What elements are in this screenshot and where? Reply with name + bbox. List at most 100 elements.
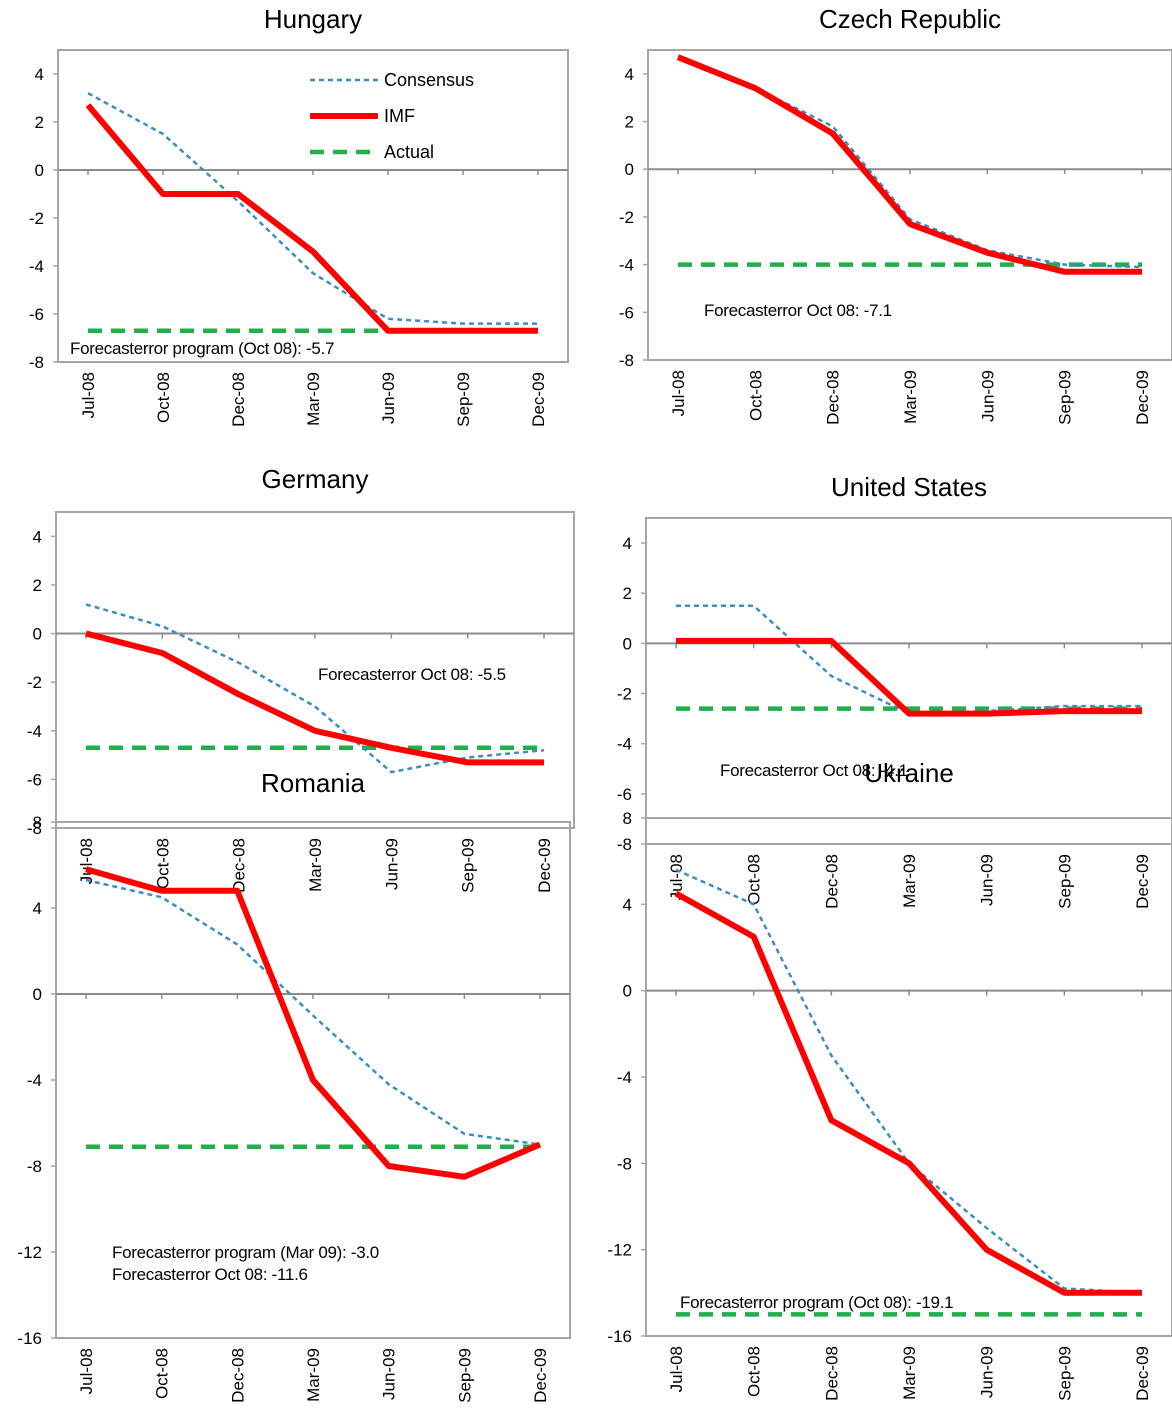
y-tick-label: -4 — [617, 735, 632, 754]
series-line-imf — [85, 866, 542, 1180]
x-tick-label: Sep-09 — [1055, 1346, 1074, 1401]
x-tick-label: Jul-08 — [77, 1348, 96, 1394]
x-tick-label: Dec-09 — [1133, 370, 1152, 425]
annotation: Forecasterror Oct 08: -4.1 — [720, 761, 908, 780]
x-tick-label: Mar-09 — [900, 854, 919, 908]
x-tick-label: Oct-08 — [745, 854, 764, 905]
series-line-imf — [674, 890, 1142, 1296]
chart-panel-germany: Germany 4 2 0 -2 -4 -6 -8 Jul-08 Oct-08 Dec-08 Mar-… — [27, 464, 575, 893]
y-tick-label: -4 — [617, 1068, 632, 1087]
plot-frame — [647, 49, 1172, 361]
y-tick-label: 0 — [33, 625, 42, 644]
y-tick-label: -8 — [617, 1154, 632, 1173]
x-tick-label: Sep-09 — [455, 1348, 474, 1403]
x-tick-label: Oct-08 — [153, 838, 172, 889]
y-tick-label: 4 — [623, 895, 632, 914]
series-line-consensus — [85, 603, 545, 774]
legend-label-actual: Actual — [384, 142, 434, 162]
y-tick-label: -4 — [619, 256, 634, 275]
x-tick-label: Jun-09 — [978, 854, 997, 906]
series-line-consensus — [676, 604, 1142, 715]
annotation: Forecasterror program (Oct 08): -19.1 — [680, 1293, 953, 1312]
y-tick-label: 2 — [35, 113, 44, 132]
x-tick-label: Dec-09 — [531, 1348, 550, 1403]
y-tick-label: 2 — [33, 576, 42, 595]
legend-label-consensus: Consensus — [384, 70, 474, 90]
series-line-imf — [85, 630, 544, 766]
x-tick-label: Dec-09 — [535, 838, 554, 893]
x-tick-label: Oct-08 — [745, 1346, 764, 1397]
x-tick-label: Dec-08 — [228, 1348, 247, 1403]
x-tick-label: Jul-08 — [79, 372, 98, 418]
annotation: Forecasterror Oct 08: -7.1 — [704, 301, 892, 320]
chart-title: Hungary — [264, 4, 362, 34]
series-line-imf — [676, 54, 1142, 275]
x-tick-label: Jun-09 — [380, 1348, 399, 1400]
x-tick-label: Jun-09 — [379, 372, 398, 424]
y-tick-label: 0 — [35, 161, 44, 180]
y-tick-label: -8 — [27, 819, 42, 838]
y-tick-label: 4 — [33, 527, 42, 546]
x-tick-label: Mar-09 — [304, 372, 323, 426]
chart-panel-czech-republic: Czech Republic 4 2 0 -2 -4 -6 -8 Jul-08 Oct-08 Dec… — [619, 4, 1172, 425]
y-tick-label: 0 — [623, 634, 632, 653]
y-tick-label: -8 — [27, 1157, 42, 1176]
y-tick-label: -8 — [617, 835, 632, 854]
y-tick-label: -2 — [619, 208, 634, 227]
y-tick-label: -6 — [29, 305, 44, 324]
chart-title: Ukraine — [864, 758, 954, 788]
x-tick-label: Jul-08 — [669, 370, 688, 416]
x-tick-label: Jun-09 — [978, 370, 997, 422]
series-line-imf — [676, 637, 1142, 717]
legend-label-imf: IMF — [384, 106, 415, 126]
x-tick-label: Dec-08 — [230, 838, 249, 893]
y-tick-label: -12 — [607, 1241, 632, 1260]
y-tick-label: 8 — [33, 813, 42, 832]
y-tick-label: -4 — [27, 1071, 42, 1090]
annotation: Forecasterror Oct 08: -5.5 — [318, 665, 506, 684]
x-tick-label: Jul-08 — [667, 854, 686, 900]
chart-panel-ukraine: Ukraine 8 4 0 -4 -8 -12 -16 Jul-08 Oct-08 Dec-08 Ma… — [607, 758, 1172, 1401]
x-tick-label: Dec-08 — [822, 854, 841, 909]
x-tick-label: Mar-09 — [304, 1348, 323, 1402]
y-tick-label: -16 — [607, 1327, 632, 1346]
y-tick-label: 2 — [625, 113, 634, 132]
x-tick-label: Dec-08 — [824, 370, 843, 425]
x-tick-label: Mar-09 — [900, 1346, 919, 1400]
y-tick-label: -8 — [619, 351, 634, 370]
annotation: Forecasterror program (Mar 09): -3.0 — [112, 1243, 379, 1262]
x-tick-label: Oct-08 — [746, 370, 765, 421]
y-tick-label: -4 — [27, 722, 42, 741]
x-tick-label: Oct-08 — [153, 1348, 172, 1399]
x-tick-label: Oct-08 — [154, 372, 173, 423]
y-tick-label: -8 — [29, 353, 44, 372]
x-tick-label: Dec-08 — [229, 372, 248, 427]
y-tick-label: 4 — [623, 534, 632, 553]
y-tick-label: 8 — [623, 809, 632, 828]
x-tick-label: Sep-09 — [454, 372, 473, 427]
chart-panel-hungary: Hungary 4 2 0 -2 -4 -6 -8 Jul-08 Oct-08 Dec-08 Mar-… — [29, 4, 569, 427]
y-tick-label: 0 — [623, 982, 632, 1001]
y-tick-label: -2 — [29, 209, 44, 228]
y-tick-label: 0 — [625, 160, 634, 179]
chart-title: Czech Republic — [819, 4, 1001, 34]
x-tick-label: Mar-09 — [306, 838, 325, 892]
annotation: Forecasterror Oct 08: -11.6 — [112, 1265, 308, 1284]
y-tick-label: -12 — [17, 1243, 42, 1262]
y-tick-label: 0 — [33, 985, 42, 1004]
y-tick-label: -2 — [27, 673, 42, 692]
legend: Consensus IMF Actual — [310, 70, 474, 162]
x-tick-label: Jun-09 — [382, 838, 401, 890]
y-tick-label: -4 — [29, 257, 44, 276]
x-tick-label: Sep-09 — [1055, 854, 1074, 909]
y-tick-label: 4 — [35, 65, 44, 84]
annotation: Forecasterror program (Oct 08): -5.7 — [70, 339, 334, 358]
x-tick-label: Dec-09 — [1133, 854, 1152, 909]
x-tick-label: Jul-08 — [667, 1346, 686, 1392]
y-tick-label: -6 — [27, 770, 42, 789]
plot-frame — [645, 517, 1172, 845]
x-tick-label: Dec-09 — [1133, 1346, 1152, 1401]
x-tick-label: Mar-09 — [901, 370, 920, 424]
